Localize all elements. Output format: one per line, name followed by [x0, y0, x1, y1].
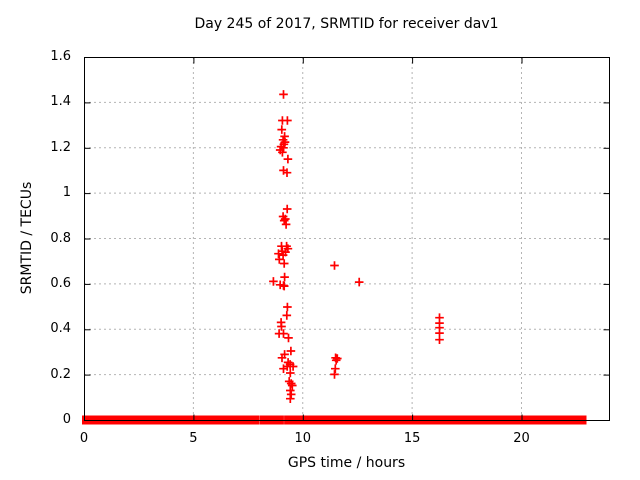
y-tick-label: 0.6: [50, 275, 71, 291]
x-tick-label: 20: [513, 431, 530, 446]
x-tick-label: 5: [189, 431, 198, 446]
chart-title: Day 245 of 2017, SRMTID for receiver dav…: [194, 16, 499, 32]
y-tick-label: 0: [62, 412, 71, 427]
y-tick-label: 0.8: [50, 230, 71, 246]
x-axis-label: GPS time / hours: [287, 455, 406, 471]
y-tick-label: 0.2: [50, 366, 71, 382]
axis-ticks: [84, 57, 610, 421]
grid-lines: [84, 57, 609, 420]
x-tick-label: 10: [294, 431, 312, 446]
scatter-points: [269, 90, 444, 403]
y-tick-label: 0.4: [50, 321, 71, 337]
y-tick-label: 1.6: [50, 49, 71, 64]
x-tick-label: 15: [403, 431, 421, 446]
y-tick-label: 1.2: [50, 139, 71, 155]
x-tick-label: 0: [79, 431, 89, 446]
y-tick-label: 1: [62, 185, 71, 201]
y-tick-label: 1.4: [50, 94, 71, 110]
